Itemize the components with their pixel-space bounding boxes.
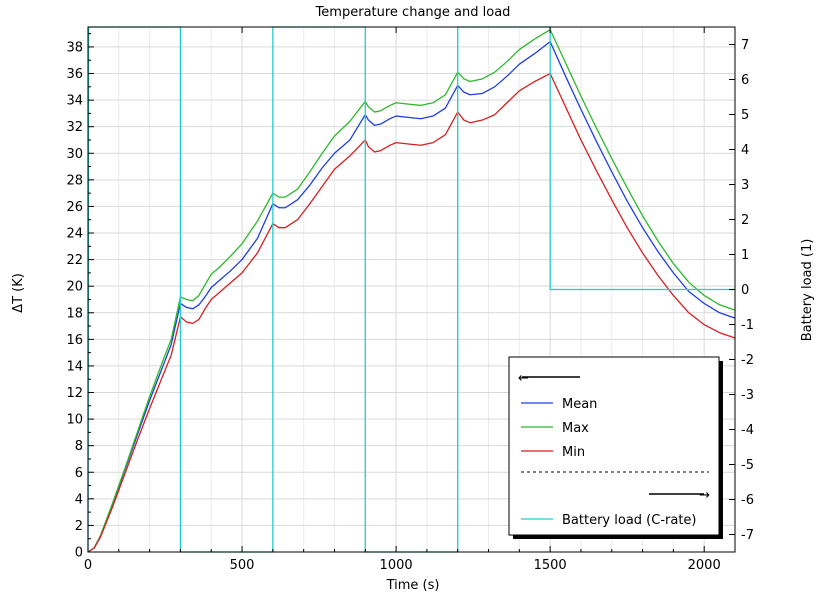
y-axis-right: -7 -6 -5 -4 -3 -2 -1 0 1 2 3 4 5 6 7 <box>729 38 754 543</box>
legend-label-mean: Mean <box>562 397 597 412</box>
y-left-tick-label: 16 <box>66 333 83 348</box>
y-left-tick-label: 12 <box>66 386 83 401</box>
legend: ← Mean Max Min → Battery load (C-rate) <box>508 356 723 539</box>
y-left-tick-label: 30 <box>66 147 83 162</box>
legend-label-battery-load: Battery load (C-rate) <box>562 513 696 528</box>
x-axis: 0 500 1000 1500 2000 <box>84 27 721 573</box>
y-right-tick-label: -2 <box>741 353 754 368</box>
y-left-tick-label: 0 <box>75 546 83 561</box>
y-right-tick-label: 1 <box>741 248 749 263</box>
y-left-tick-label: 4 <box>75 492 83 507</box>
y-right-tick-label: -1 <box>741 318 754 333</box>
chart-title: Temperature change and load <box>315 5 511 20</box>
y-left-tick-label: 34 <box>66 94 83 109</box>
y-left-tick-label: 10 <box>66 413 83 428</box>
y-right-tick-label: -7 <box>741 528 754 543</box>
series-line-min <box>87 72 736 553</box>
y-left-tick-label: 14 <box>66 359 83 374</box>
y-right-tick-label: -6 <box>741 493 754 508</box>
y-right-tick-label: 6 <box>741 73 749 88</box>
y-right-tick-label: 5 <box>741 108 749 123</box>
y-left-tick-label: 8 <box>75 439 83 454</box>
series-line-max <box>87 29 736 553</box>
y-right-tick-label: 7 <box>741 38 749 53</box>
legend-box <box>508 356 720 536</box>
y-left-tick-label: 6 <box>75 466 83 481</box>
y-axis-right-label: Battery load (1) <box>800 239 815 342</box>
y-left-tick-label: 24 <box>66 227 83 242</box>
y-left-tick-label: 26 <box>66 200 83 215</box>
legend-right-axis-arrow: → <box>699 488 710 503</box>
x-tick-label: 500 <box>230 558 255 573</box>
x-axis-label: Time (s) <box>386 578 440 593</box>
y-left-tick-label: 36 <box>66 67 83 82</box>
y-axis-left-label: ΔT (K) <box>11 273 26 313</box>
y-right-tick-label: -3 <box>741 388 754 403</box>
y-left-tick-label: 20 <box>66 280 83 295</box>
legend-left-axis-arrow: ← <box>518 371 529 386</box>
y-left-tick-label: 18 <box>66 306 83 321</box>
y-left-tick-label: 22 <box>66 253 83 268</box>
x-tick-label: 2000 <box>688 558 721 573</box>
legend-label-max: Max <box>562 421 589 436</box>
series-line-mean <box>87 40 736 553</box>
x-tick-label: 1000 <box>380 558 413 573</box>
x-tick-label: 0 <box>84 558 92 573</box>
y-left-tick-label: 38 <box>66 40 83 55</box>
y-right-tick-label: 4 <box>741 143 749 158</box>
y-left-tick-label: 32 <box>66 120 83 135</box>
y-right-tick-label: -4 <box>741 423 754 438</box>
y-right-tick-label: 2 <box>741 213 749 228</box>
y-right-tick-label: -5 <box>741 458 754 473</box>
y-left-tick-label: 28 <box>66 173 83 188</box>
y-right-tick-label: 0 <box>741 283 749 298</box>
legend-label-min: Min <box>562 445 585 460</box>
x-tick-label: 1500 <box>534 558 567 573</box>
y-left-tick-label: 2 <box>75 519 83 534</box>
y-right-tick-label: 3 <box>741 178 749 193</box>
